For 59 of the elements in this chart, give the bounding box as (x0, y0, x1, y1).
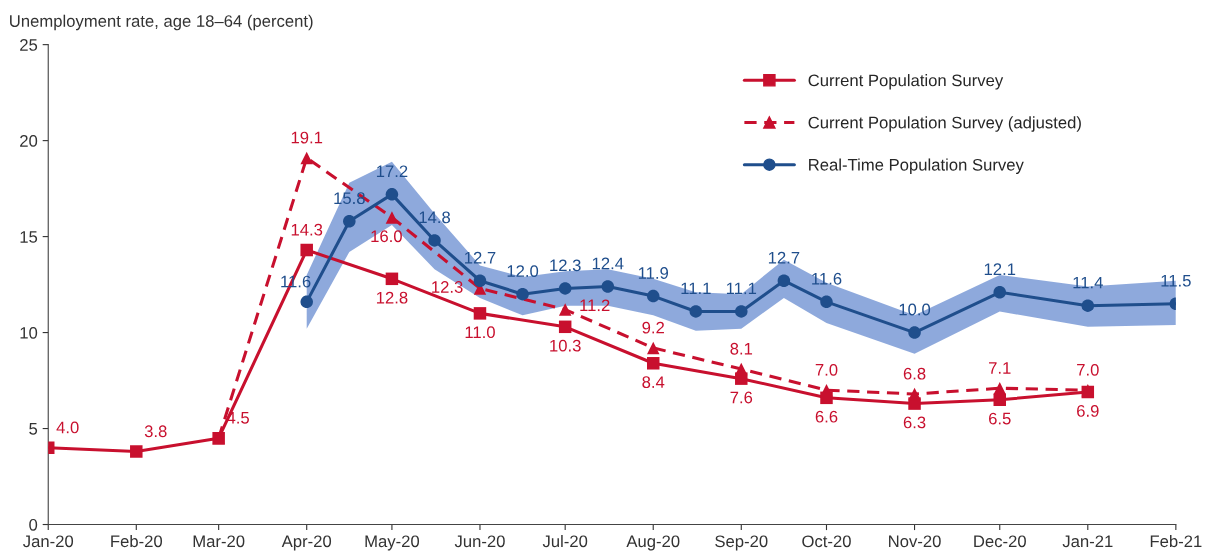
data-label: 11.9 (638, 267, 669, 279)
data-label: 6.8 (903, 367, 926, 380)
y-axis-title: Unemployment rate, age 18–64 (percent) (10, 14, 313, 31)
data-label: 3.8 (144, 425, 167, 438)
data-label: 6.6 (815, 410, 838, 423)
data-label: 11.1 (726, 282, 757, 295)
data-label: 11.0 (465, 326, 495, 339)
data-label: 11.2 (580, 299, 610, 312)
data-label: 9.2 (642, 321, 664, 334)
data-label: 12.8 (376, 291, 408, 304)
data-label: 16.0 (371, 230, 402, 243)
x-tick-label: Feb-20 (111, 534, 163, 548)
data-label: 12.7 (465, 251, 496, 264)
x-tick-label: Dec-20 (974, 535, 1026, 548)
data-label: 11.6 (812, 272, 842, 285)
data-label: 12.1 (984, 263, 1016, 275)
data-label: 10.0 (899, 303, 931, 316)
x-tick-label: May-20 (365, 535, 420, 551)
y-tick-label: 0 (29, 518, 38, 531)
x-tick-label: Mar-20 (193, 535, 245, 548)
x-tick-label: Apr-20 (281, 535, 332, 551)
data-label: 7.6 (730, 391, 753, 404)
x-tick-label: Jun-20 (454, 535, 505, 548)
data-label: 7.0 (815, 363, 838, 376)
legend-label: Current Population Survey (adjusted) (808, 116, 1081, 132)
data-label: 11.4 (1073, 276, 1103, 289)
x-tick-label: Feb-21 (1150, 534, 1202, 548)
y-tick-label: 25 (20, 39, 38, 51)
legend-label: Real-Time Population Survey (809, 158, 1024, 174)
data-label: 6.5 (989, 412, 1011, 425)
data-label: 12.7 (768, 251, 800, 264)
x-tick-label: Oct-20 (802, 535, 851, 548)
data-label: 12.0 (507, 265, 539, 277)
x-tick-label: Jan-20 (23, 535, 74, 548)
y-tick-label: 5 (29, 423, 38, 435)
x-tick-label: Sep-20 (715, 535, 768, 551)
data-label: 7.1 (989, 362, 1011, 374)
data-label: 12.4 (592, 257, 624, 270)
x-tick-label: Jan-21 (1062, 535, 1113, 548)
y-tick-label: 20 (20, 135, 38, 147)
data-label: 11.5 (1161, 274, 1191, 287)
y-tick-label: 15 (20, 231, 38, 243)
x-tick-label: Jul-20 (542, 534, 588, 548)
data-label: 4.0 (56, 421, 79, 434)
data-label: 7.0 (1077, 363, 1099, 376)
data-label: 8.4 (642, 376, 665, 389)
legend-label: Current Population Survey (808, 74, 1004, 90)
data-label: 12.3 (432, 281, 463, 293)
y-tick-label: 10 (20, 326, 38, 339)
data-label: 19.1 (291, 131, 323, 144)
data-label: 11.1 (681, 282, 711, 295)
data-label: 14.3 (291, 223, 323, 236)
x-tick-label: Aug-20 (626, 535, 680, 551)
x-tick-label: Nov-20 (889, 535, 941, 548)
data-label: 10.3 (550, 339, 581, 352)
data-label: 8.1 (730, 342, 753, 355)
data-label: 6.9 (1077, 405, 1099, 417)
data-label: 12.3 (550, 259, 581, 272)
data-label: 6.3 (903, 416, 926, 429)
